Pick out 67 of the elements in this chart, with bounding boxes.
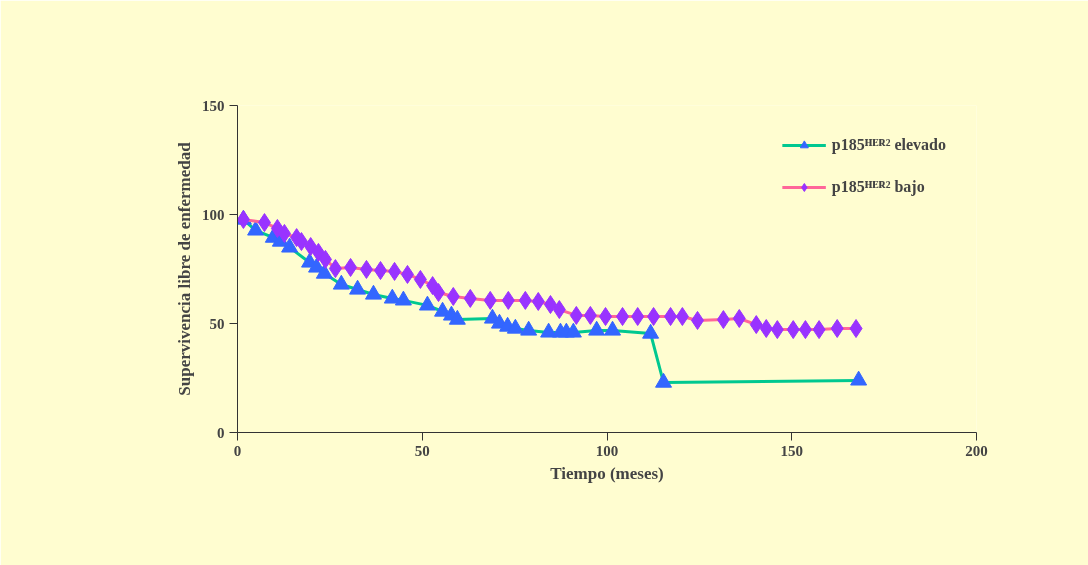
point: [294, 232, 308, 252]
point: [520, 320, 538, 336]
point: [647, 307, 661, 327]
point: [675, 307, 689, 327]
point: [732, 308, 746, 328]
point: [588, 320, 606, 336]
point: [552, 300, 566, 320]
point: [830, 319, 844, 339]
x-tick-label: 200: [965, 442, 988, 459]
point: [786, 320, 800, 340]
y-tick-label: 0: [217, 424, 225, 441]
point: [413, 269, 427, 289]
point: [759, 319, 773, 339]
x-tick-label: 50: [414, 442, 430, 459]
point: [501, 290, 515, 310]
point: [691, 310, 705, 330]
point: [388, 261, 402, 281]
point: [277, 223, 291, 243]
point: [616, 307, 630, 327]
x-tick-label: 150: [780, 442, 803, 459]
point: [770, 320, 784, 340]
point: [446, 286, 460, 306]
point: [564, 322, 582, 338]
point: [543, 295, 557, 315]
point: [604, 320, 622, 336]
y-axis-title: Supervivencia libre de enfermedad: [175, 141, 194, 396]
point: [349, 279, 367, 295]
point: [849, 319, 863, 339]
y-tick-label: 150: [202, 97, 225, 114]
point: [599, 307, 613, 327]
point: [798, 320, 812, 340]
point: [364, 284, 382, 300]
point: [344, 257, 358, 277]
legend-label: p185ᴴᴱᴿ² bajo: [831, 178, 925, 196]
point: [631, 307, 645, 327]
point: [716, 310, 730, 330]
point: [569, 305, 583, 325]
point: [394, 290, 412, 306]
point: [448, 309, 466, 325]
point: [332, 274, 350, 290]
point: [318, 249, 332, 269]
x-tick-label: 0: [233, 442, 242, 459]
point: [812, 320, 826, 340]
point: [463, 288, 477, 308]
point: [518, 290, 532, 310]
point: [655, 372, 673, 388]
point: [506, 318, 524, 334]
point: [400, 264, 414, 284]
point: [531, 291, 545, 311]
point: [383, 288, 401, 304]
point: [257, 213, 271, 233]
point: [359, 259, 373, 279]
point: [328, 259, 342, 279]
point: [311, 242, 325, 262]
point: [483, 290, 497, 310]
y-tick-label: 100: [202, 206, 225, 223]
y-tick-label: 50: [209, 315, 225, 332]
x-axis-title: Tiempo (meses): [550, 463, 664, 483]
point: [583, 305, 597, 325]
point: [418, 295, 436, 311]
point: [432, 283, 446, 303]
point: [664, 307, 678, 327]
legend-label: p185ᴴᴱᴿ² elevado: [831, 136, 946, 154]
x-tick-label: 100: [595, 442, 619, 459]
point: [749, 315, 763, 335]
point: [642, 323, 660, 339]
point: [850, 370, 868, 386]
